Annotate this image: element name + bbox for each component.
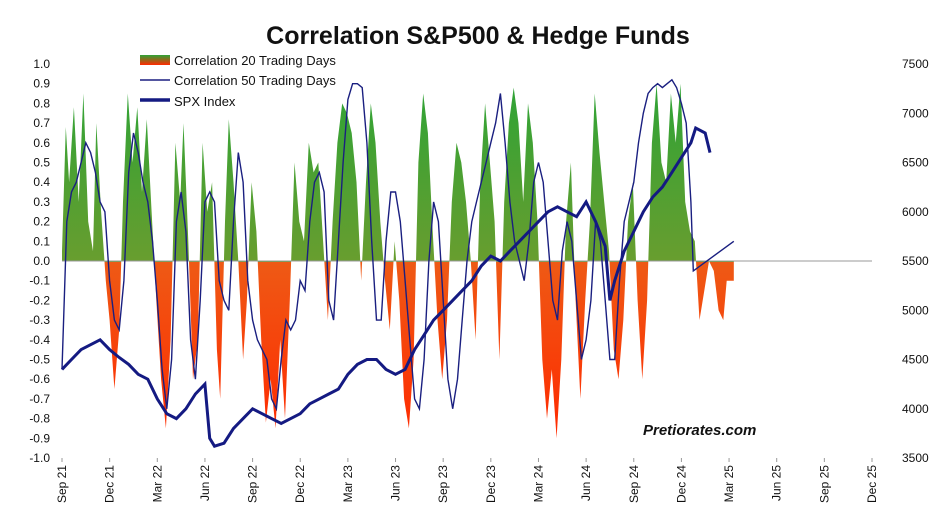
x-tick-label: Dec 21: [103, 465, 117, 503]
left-tick-label: 0.4: [33, 175, 50, 189]
legend-label-corr20: Correlation 20 Trading Days: [174, 53, 336, 68]
right-tick-label: 7000: [902, 106, 929, 120]
left-tick-label: 0.7: [33, 116, 50, 130]
x-axis-tick-labels: Sep 21 Dec 21 Mar 22 Jun 22 Sep 22 Dec 22 Mar …: [55, 458, 879, 503]
line-corr50: [61, 78, 735, 412]
x-tick-label: Sep 21: [55, 465, 69, 503]
line-spx: [60, 125, 712, 448]
x-tick-label: Mar 25: [722, 465, 736, 503]
x-tick-label: Dec 23: [484, 465, 498, 503]
legend-swatch-corr20: [140, 55, 170, 65]
x-tick-label: Dec 22: [293, 465, 307, 503]
left-tick-label: 0.2: [33, 215, 50, 229]
right-tick-label: 4500: [902, 353, 929, 367]
x-tick-label: Jun 22: [198, 465, 212, 501]
right-tick-label: 6500: [902, 156, 929, 170]
left-tick-label: -0.8: [29, 412, 50, 426]
x-tick-label: Dec 25: [865, 465, 879, 503]
legend-label-corr50: Correlation 50 Trading Days: [174, 73, 336, 88]
chart-title: Correlation S&P500 & Hedge Funds: [266, 22, 690, 50]
right-axis-tick-labels: 7500 7000 6500 6000 5500 5000 4500 4000 3500: [902, 57, 929, 465]
left-tick-label: -0.4: [29, 333, 50, 347]
right-tick-label: 3500: [902, 451, 929, 465]
right-tick-label: 5500: [902, 254, 929, 268]
legend-label-spx: SPX Index: [174, 94, 236, 109]
left-tick-label: 0.0: [33, 254, 50, 268]
x-tick-label: Dec 24: [674, 465, 688, 503]
left-tick-label: 0.8: [33, 96, 50, 110]
right-tick-label: 5000: [902, 303, 929, 317]
left-axis-tick-labels: 1.0 0.9 0.8 0.7 0.6 0.5 0.4 0.3 0.2 0.1 0.0 -0.1 -0.…: [29, 57, 50, 465]
left-tick-label: 0.3: [33, 195, 50, 209]
x-tick-label: Mar 24: [531, 465, 545, 503]
x-tick-label: Sep 22: [246, 465, 260, 503]
x-tick-label: Mar 22: [150, 465, 164, 503]
left-tick-label: 0.9: [33, 77, 50, 91]
watermark: Pretiorates.com: [643, 422, 756, 439]
right-tick-label: 7500: [902, 57, 929, 71]
left-tick-label: -0.5: [29, 353, 50, 367]
left-tick-label: -0.7: [29, 392, 50, 406]
x-tick-label: Jun 25: [770, 465, 784, 501]
left-tick-label: -0.1: [29, 274, 50, 288]
left-tick-label: -0.9: [29, 431, 50, 445]
left-tick-label: 0.1: [33, 234, 50, 248]
x-tick-label: Sep 25: [817, 465, 831, 503]
left-tick-label: -0.2: [29, 293, 50, 307]
area-corr20-positive: [62, 83, 734, 262]
left-tick-label: -1.0: [29, 451, 50, 465]
left-tick-label: -0.3: [29, 313, 50, 327]
left-tick-label: 0.5: [33, 156, 50, 170]
left-tick-label: 1.0: [33, 57, 50, 71]
x-tick-label: Sep 24: [627, 465, 641, 503]
left-tick-label: -0.6: [29, 372, 50, 386]
x-tick-label: Jun 23: [389, 465, 403, 501]
x-tick-label: Sep 23: [436, 465, 450, 503]
right-tick-label: 6000: [902, 205, 929, 219]
right-tick-label: 4000: [902, 402, 929, 416]
legend: Correlation 20 Trading Days Correlation …: [140, 53, 336, 109]
left-tick-label: 0.6: [33, 136, 50, 150]
x-tick-label: Mar 23: [341, 465, 355, 503]
x-tick-label: Jun 24: [579, 465, 593, 501]
